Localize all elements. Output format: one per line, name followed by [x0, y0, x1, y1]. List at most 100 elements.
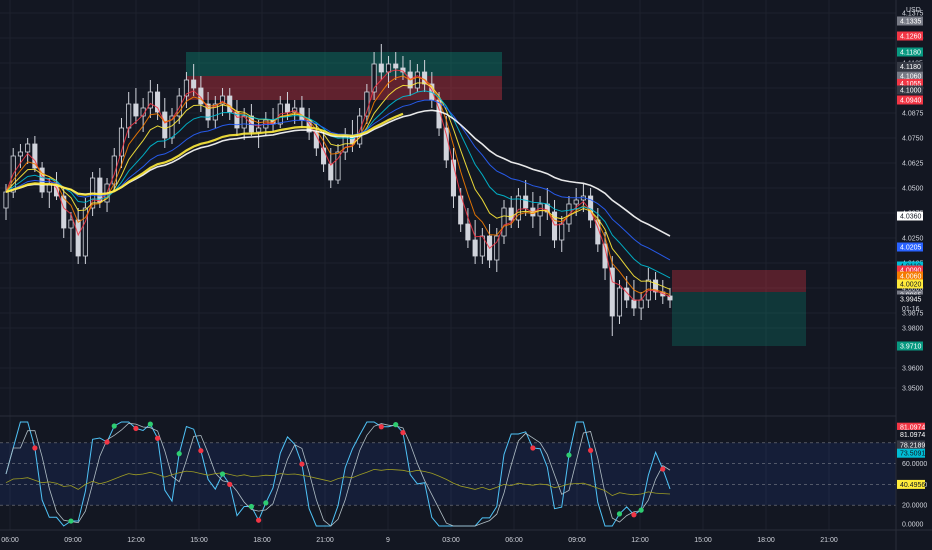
price-tag-box: [897, 85, 923, 95]
osc-buy-dot: [616, 511, 623, 517]
candle-down: [39, 167, 45, 193]
price-tag-label: 4.1335: [900, 19, 922, 26]
osc-k-line: [5, 421, 671, 527]
price-axis: 4.13754.12504.11254.10004.08754.07504.06…: [902, 11, 924, 393]
candle-up: [147, 91, 153, 109]
candle-down: [523, 195, 529, 209]
candle-up: [176, 95, 182, 117]
osc-sell-dot: [133, 425, 139, 431]
osc-buy-dot: [147, 421, 153, 427]
price-tag-label: 3.9710: [900, 344, 922, 351]
price-tag-label: 4.1055: [900, 81, 922, 88]
ma-yellow-thick: [5, 112, 404, 196]
price-tag-label: 4.0205: [900, 245, 922, 252]
osc-sell-dot: [400, 430, 406, 436]
osc-value-label: 81.0974: [900, 432, 925, 439]
osc-tick-label: 60.0000: [902, 461, 927, 468]
candle-down: [155, 91, 161, 113]
oscillator-axis: 60.000040.000020.00000.000081.097481.097…: [897, 422, 927, 528]
candle-up: [494, 235, 500, 261]
time-tick-label: 09:00: [568, 537, 586, 544]
price-tag-label: 3.9945: [900, 297, 922, 304]
candle-down: [595, 219, 601, 245]
candle-down: [400, 67, 406, 73]
price-tag-box: [897, 78, 923, 88]
candle-up: [82, 207, 88, 257]
candle-up: [25, 143, 31, 153]
candle-down: [284, 103, 291, 113]
osc-value-tag: [897, 429, 925, 439]
price-tick-label: 4.0000: [902, 286, 924, 293]
price-tag-label: 4.1260: [900, 34, 922, 41]
candle-down: [624, 287, 630, 301]
price-tag-label: 4.1180: [900, 50, 921, 57]
candle-up: [183, 79, 189, 97]
price-tag-box: [897, 71, 923, 81]
candle-down: [472, 239, 478, 257]
time-tick-label: 15:00: [190, 537, 208, 544]
osc-sell-dot: [198, 448, 204, 454]
price-tag-box: [897, 279, 923, 289]
price-tag-label: 4.1000: [900, 88, 922, 95]
time-tick-label: 21:00: [316, 537, 334, 544]
candle-down: [205, 103, 211, 121]
price-tick-label: 4.0625: [902, 161, 924, 168]
price-tick-label: 4.1375: [902, 11, 924, 18]
candle-down: [551, 211, 558, 241]
price-tag-box: [897, 271, 923, 281]
candle-down: [631, 299, 637, 309]
candle-down: [508, 207, 514, 221]
candle-down: [162, 111, 168, 139]
osc-buy-dot: [219, 471, 226, 477]
osc-sell-dot: [530, 445, 536, 451]
candle-up: [414, 71, 420, 89]
price-tick-label: 3.9500: [902, 386, 924, 393]
price-tag-label: 4.0020: [900, 282, 922, 289]
candle-down: [653, 279, 659, 293]
candle-down: [32, 143, 38, 169]
candle-up: [385, 63, 392, 73]
osc-signal-line: [5, 468, 671, 497]
candle-up: [335, 151, 341, 181]
osc-value-tag: [897, 422, 925, 432]
trade-box-upper: [672, 270, 806, 292]
candle-down: [133, 103, 139, 117]
price-tick-label: 3.9800: [902, 326, 924, 333]
candle-down: [97, 177, 103, 203]
osc-buy-dot: [566, 452, 572, 458]
candle-up: [3, 191, 9, 209]
price-tag-box: [897, 341, 923, 351]
price-tick-label: 4.0875: [902, 111, 924, 118]
candle-up: [126, 103, 132, 129]
candle-down: [450, 159, 457, 197]
moving-averages: [5, 69, 671, 301]
osc-value-tag: [897, 448, 925, 458]
candle-up: [17, 151, 23, 157]
candle-down: [321, 147, 327, 165]
candle-down: [378, 63, 384, 73]
ma-cyan: [5, 90, 671, 279]
price-tag-label: 4.0060: [900, 274, 922, 281]
osc-value-label: 73.5091: [900, 451, 925, 458]
candle-down: [609, 267, 615, 317]
candle-down: [61, 195, 67, 229]
candle-up: [638, 299, 644, 309]
osc-value-tag: [897, 479, 925, 489]
trade-boxes: [186, 52, 806, 346]
candle-up: [219, 95, 226, 105]
osc-sell-dot: [32, 445, 38, 451]
time-tick-label: 18:00: [757, 537, 775, 544]
candle-up: [212, 103, 218, 121]
osc-value-label: 40.4956: [900, 482, 925, 489]
osc-buy-dot: [111, 423, 117, 429]
candle-down: [393, 63, 399, 69]
currency-label: USD: [906, 7, 921, 14]
candle-up: [501, 207, 507, 237]
price-tag-box: [897, 242, 923, 252]
trade-box-lower: [186, 76, 502, 100]
osc-value-label: 78.2189: [900, 442, 925, 449]
time-tick-label: 06:00: [505, 537, 523, 544]
time-tick-label: 15:00: [694, 537, 712, 544]
stochastic-oscillator: [0, 421, 896, 527]
